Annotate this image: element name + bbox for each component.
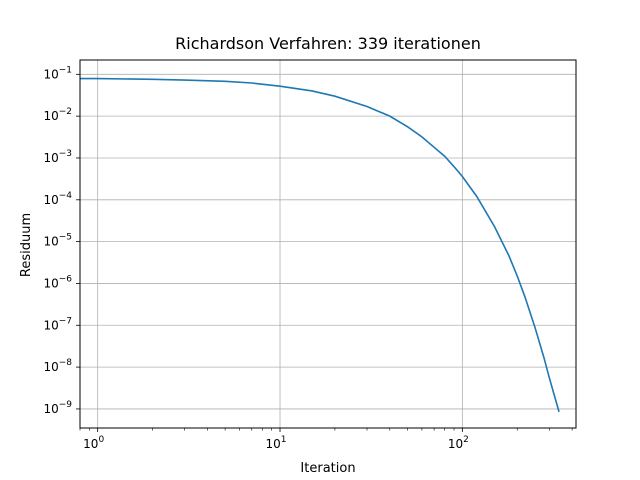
y-tick-label-2: 10−3 <box>43 149 72 165</box>
y-axis: 10−1 10−2 10−3 10−4 10−5 10−6 10−7 10−8 10−9 <box>43 65 80 416</box>
x-tick-label-2: 102 <box>448 435 469 451</box>
chart-title: Richardson Verfahren: 339 iterationen <box>175 34 481 53</box>
y-axis-label: Residuum <box>19 213 34 277</box>
y-tick-label-7: 10−8 <box>43 358 72 374</box>
y-tick-label-6: 10−7 <box>43 316 72 332</box>
residual-line <box>80 77 560 413</box>
grid-lines <box>80 60 576 428</box>
x-tick-label-0: 100 <box>83 435 104 451</box>
y-tick-label-0: 10−1 <box>43 65 72 81</box>
plot-frame <box>79 59 577 429</box>
x-axis: 100 101 102 <box>79 428 573 451</box>
x-tick-label-1: 101 <box>266 435 287 451</box>
x-axis-label: Iteration <box>300 461 355 476</box>
y-tick-label-5: 10−6 <box>43 274 72 290</box>
y-tick-label-3: 10−4 <box>43 191 72 207</box>
y-tick-label-8: 10−9 <box>43 400 72 416</box>
y-tick-label-4: 10−5 <box>43 233 72 249</box>
y-tick-label-1: 10−2 <box>43 107 72 123</box>
